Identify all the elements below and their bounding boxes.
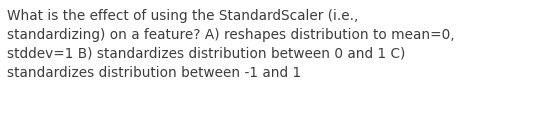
Text: What is the effect of using the StandardScaler (i.e.,
standardizing) on a featur: What is the effect of using the Standard… xyxy=(7,9,455,80)
